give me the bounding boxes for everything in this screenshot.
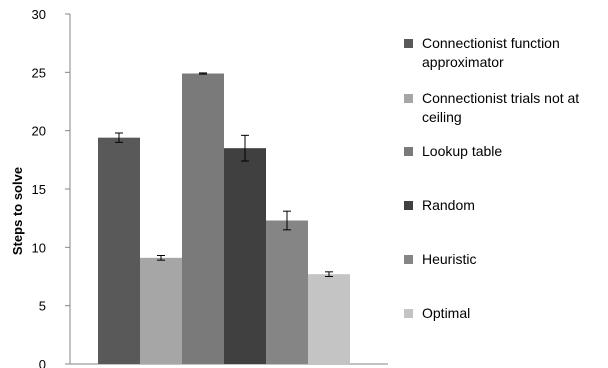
bar-4: [266, 220, 308, 364]
y-tick-label: 20: [32, 124, 46, 139]
y-tick-label: 0: [39, 357, 46, 368]
legend-swatch-2: [404, 147, 413, 156]
legend-label-0: Connectionist function approximator: [422, 35, 560, 70]
legend-swatch-1: [404, 94, 413, 103]
legend-swatch-4: [404, 255, 413, 264]
legend-swatch-3: [404, 201, 413, 210]
legend-swatch-0: [404, 39, 413, 48]
legend-label-5: Optimal: [422, 305, 471, 321]
legend-label-3: Random: [422, 197, 475, 213]
legend-label-4: Heuristic: [422, 251, 477, 267]
y-tick-label: 25: [32, 65, 46, 80]
y-tick-label: 30: [32, 7, 46, 22]
error-bars: [115, 72, 333, 277]
y-tick-label: 15: [32, 182, 46, 197]
bar-3: [224, 148, 266, 364]
legend-label-2: Lookup table: [422, 143, 503, 159]
bar-1: [140, 257, 182, 364]
bar-5: [308, 274, 350, 364]
legend-swatch-5: [404, 309, 413, 318]
y-tick-label: 10: [32, 240, 46, 255]
bar-0: [98, 137, 140, 364]
legend-label-1: Connectionist trials not at ceiling: [422, 90, 580, 125]
y-axis-title: Steps to solve: [10, 167, 25, 255]
bars: [98, 73, 350, 364]
bar-2: [182, 73, 224, 364]
y-tick-label: 5: [39, 299, 46, 314]
